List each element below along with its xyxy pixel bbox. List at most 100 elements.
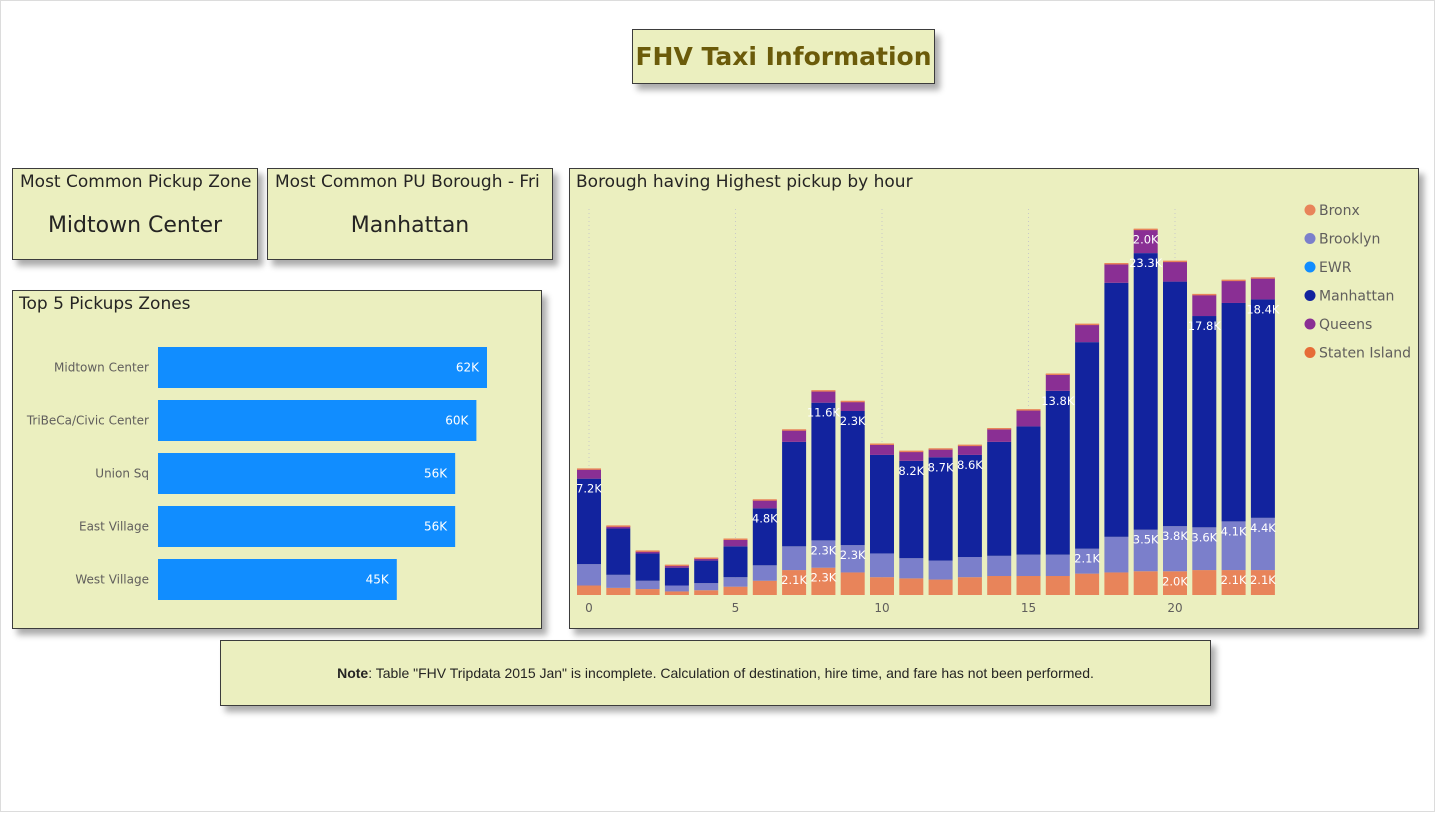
- bar-segment: [1192, 570, 1217, 595]
- bar-segment: [577, 585, 601, 595]
- bar-segment: [1250, 570, 1275, 595]
- hourly-pickup-chart: 0 5 10 15 207.2K4.8K2.1K 2.3K2.3K11.6K2.3K2.3…: [576, 203, 1411, 615]
- chart-title: Top 5 Pickups Zones: [19, 294, 191, 314]
- bar: [158, 506, 456, 547]
- page-title-card: FHV Taxi Information: [632, 29, 935, 84]
- legend-label: Staten Island: [1319, 346, 1411, 362]
- bar-segment: [811, 540, 836, 568]
- bar-segment: [664, 567, 689, 586]
- category-label: Midtown Center: [54, 361, 149, 375]
- bar-segment: [782, 429, 807, 442]
- bar-segment: [577, 564, 601, 586]
- bar-segment: [987, 555, 1012, 577]
- bar-segment: [1250, 299, 1275, 518]
- bar-segment: [782, 441, 807, 547]
- bar-segment: [957, 454, 982, 558]
- note-label: Note: [337, 665, 369, 681]
- legend-marker: [1304, 204, 1316, 216]
- bar-segment: [723, 586, 748, 595]
- bar-segment: [1104, 572, 1129, 595]
- bar-segment: [840, 411, 865, 546]
- x-tick-label: 10: [874, 601, 889, 615]
- data-label: 2.3K: [810, 543, 836, 557]
- bar-segment: [664, 585, 689, 592]
- bar-segment: [987, 428, 1012, 442]
- chart-title: Borough having Highest pickup by hour: [576, 172, 913, 192]
- bar-segment: [1163, 261, 1187, 282]
- bar-segment: [1163, 571, 1187, 595]
- bar-segment: [723, 546, 748, 578]
- bar-segment: [928, 579, 953, 595]
- bar-segment: [1045, 390, 1070, 555]
- bar-segment: [899, 558, 924, 579]
- note-card: Note: Table "FHV Tripdata 2015 Jan" is i…: [220, 640, 1211, 706]
- bar-segment: [723, 577, 748, 587]
- kpi-card-pickup-zone[interactable]: Most Common Pickup Zone Midtown Center: [12, 168, 258, 260]
- data-label: 4.8K: [752, 511, 778, 525]
- kpi-value: Manhattan: [350, 213, 470, 238]
- bar: [158, 347, 487, 388]
- x-tick-label: 5: [732, 601, 740, 615]
- bar-segment: [1104, 536, 1129, 573]
- data-label: 17.8K: [1188, 319, 1222, 333]
- legend-label: Queens: [1319, 317, 1372, 333]
- bar: [158, 400, 477, 441]
- x-tick-label: 15: [1021, 601, 1036, 615]
- data-label: 8.2K: [898, 464, 924, 478]
- bar-segment: [1104, 282, 1129, 537]
- legend-label: Bronx: [1319, 203, 1360, 219]
- data-label: 2.1K: [781, 573, 807, 587]
- kpi-card-pu-borough[interactable]: Most Common PU Borough - Fri Manhattan: [267, 168, 553, 260]
- data-label: 4.4K: [1250, 521, 1276, 535]
- bar-segment: [899, 578, 924, 595]
- bar-segment: [1163, 526, 1187, 572]
- kpi-value: Midtown Center: [47, 213, 223, 238]
- bar-segment: [1221, 570, 1246, 595]
- data-label: 11.6K: [807, 406, 841, 420]
- bar-segment: [752, 565, 777, 581]
- bar-segment: [694, 560, 719, 584]
- bar-segment: [928, 448, 953, 458]
- bar-segment: [870, 553, 894, 578]
- bar-segment: [723, 539, 748, 547]
- bar-segment: [811, 390, 836, 403]
- category-label: TriBeCa/Civic Center: [26, 414, 149, 428]
- bar-segment: [840, 545, 865, 573]
- legend-label: Manhattan: [1319, 289, 1394, 305]
- legend-marker: [1304, 233, 1316, 244]
- bar-segment: [1045, 554, 1070, 577]
- bar-segment: [577, 469, 601, 479]
- bar-segment: [1133, 529, 1158, 572]
- bar-segment: [1075, 573, 1100, 595]
- bar-segment: [1133, 571, 1158, 595]
- top5-zones-card[interactable]: Top 5 Pickups Zones Midtown Center 62K Tri…: [12, 290, 542, 629]
- bar-segment: [1250, 278, 1275, 300]
- top5-zones-chart: Midtown Center 62K TriBeCa/Civic Center 60K…: [26, 347, 487, 600]
- bar-segment: [664, 565, 689, 568]
- bar-segment: [899, 451, 924, 461]
- hourly-pickup-card[interactable]: Borough having Highest pickup by hour 0 5…: [569, 168, 1419, 629]
- bar-segment: [1075, 324, 1100, 343]
- note-text: Note: Table "FHV Tripdata 2015 Jan" is i…: [337, 665, 1094, 681]
- bar-segment: [1163, 281, 1187, 527]
- bar-segment: [694, 558, 719, 561]
- data-label: 56K: [424, 467, 448, 481]
- bar: [158, 453, 456, 494]
- bar-segment: [1250, 517, 1275, 571]
- bar-segment: [957, 445, 982, 455]
- kpi-title: Most Common PU Borough - Fri: [275, 172, 540, 192]
- bar-segment: [1221, 280, 1246, 303]
- data-label: 62K: [456, 361, 480, 375]
- category-label: Union Sq: [95, 467, 149, 481]
- bar-segment: [606, 528, 631, 575]
- data-label: 56K: [424, 520, 448, 534]
- bar-segment: [1192, 316, 1217, 528]
- data-label: 13.8K: [1041, 394, 1075, 408]
- legend-marker: [1304, 318, 1316, 330]
- bar-segment: [1104, 263, 1129, 283]
- data-label: 2.3K: [810, 571, 836, 585]
- legend-marker: [1304, 290, 1316, 301]
- bar-segment: [987, 441, 1012, 556]
- data-label: 2.1K: [1250, 573, 1276, 587]
- bar-segment: [782, 570, 807, 595]
